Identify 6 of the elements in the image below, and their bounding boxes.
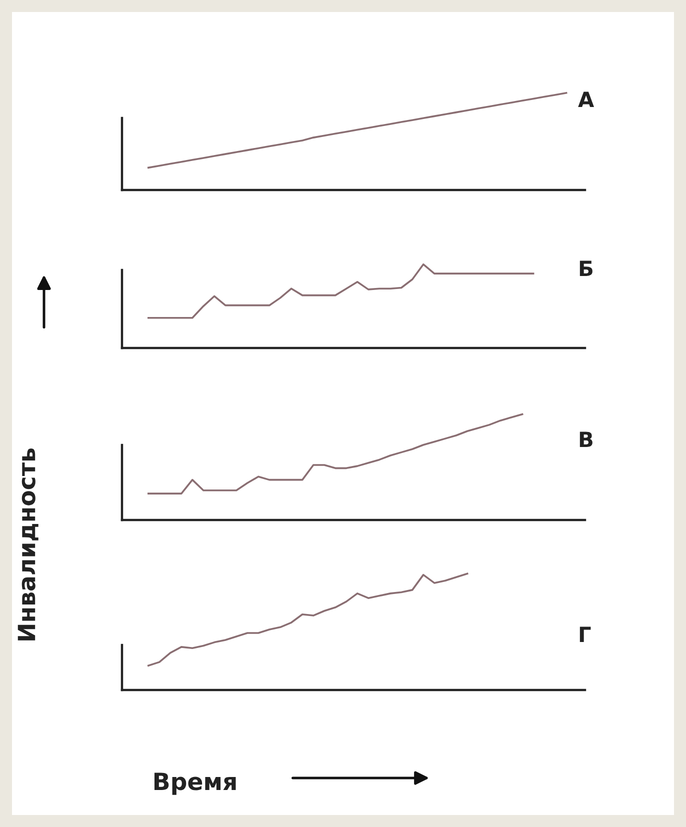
- chart-title: Б: [580, 260, 592, 276]
- chart-title: А: [578, 92, 594, 107]
- text: Г: [580, 626, 591, 642]
- x-axis-title: Время: [154, 772, 236, 795]
- text: В: [580, 432, 592, 447]
- y-axis-title: Инвалидность: [18, 448, 38, 640]
